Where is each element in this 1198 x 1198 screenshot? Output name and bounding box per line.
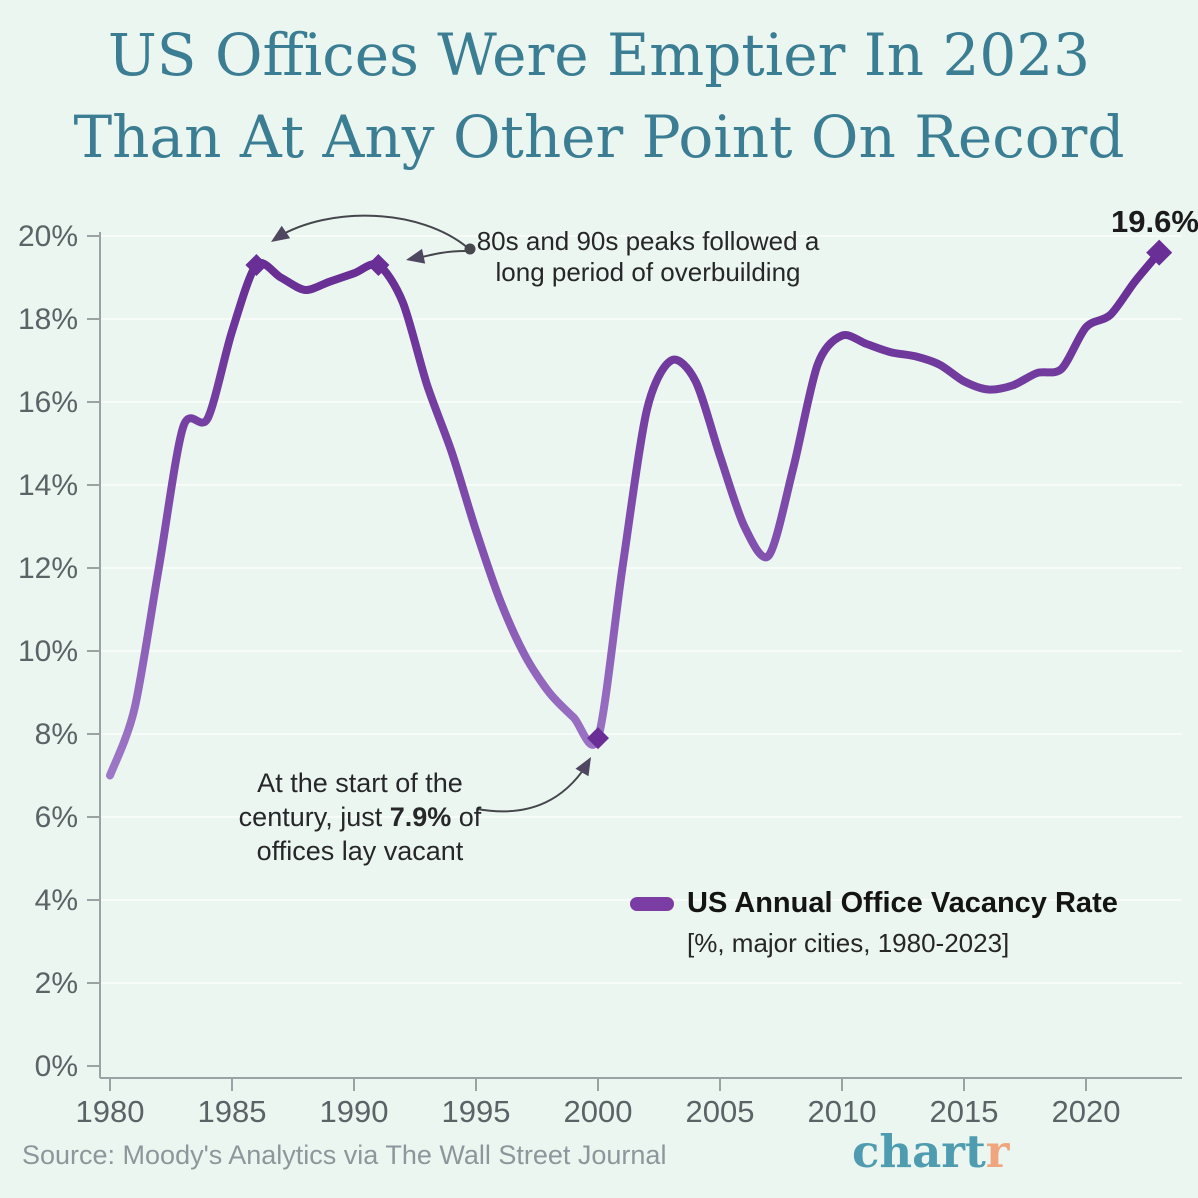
chart-title-line1: US Offices Were Emptier In 2023 xyxy=(107,21,1091,89)
y-tick-label: 18% xyxy=(18,303,78,336)
annotation-century-line3: offices lay vacant xyxy=(256,836,464,866)
x-tick-label: 2020 xyxy=(1052,1094,1121,1129)
legend-swatch xyxy=(630,897,674,911)
chartr-logo-main: chart xyxy=(852,1125,986,1178)
annotation-century-line2: century, just 7.9% of xyxy=(238,802,482,832)
x-tick-label: 1985 xyxy=(198,1094,267,1129)
y-tick-label: 2% xyxy=(35,967,78,1000)
source-credit: Source: Moody's Analytics via The Wall S… xyxy=(22,1140,667,1170)
arrowhead-1991 xyxy=(406,248,426,264)
y-tick-label: 14% xyxy=(18,469,78,502)
x-tick-label: 2000 xyxy=(564,1094,633,1129)
marker-2000 xyxy=(587,727,609,750)
arrowhead-2000 xyxy=(575,757,591,777)
chart-title: US Offices Were Emptier In 2023 Than At … xyxy=(0,14,1198,179)
y-tick-label: 6% xyxy=(35,801,78,834)
marker-2023 xyxy=(1146,239,1173,266)
y-tick-label: 12% xyxy=(18,552,78,585)
y-tick-label: 4% xyxy=(35,884,78,917)
annotation-century-line1: At the start of the xyxy=(257,768,463,798)
x-tick-label: 1990 xyxy=(320,1094,389,1129)
series-line xyxy=(106,248,1164,780)
x-tick-label: 2015 xyxy=(930,1094,999,1129)
gridlines xyxy=(100,235,1182,984)
y-tick-label: 16% xyxy=(18,386,78,419)
y-tick-label: 8% xyxy=(35,718,78,751)
x-tick-label: 1980 xyxy=(76,1094,145,1129)
end-value-label: 19.6% xyxy=(1111,204,1198,239)
axis-tick-labels: 0% 2% 4% 6% 8% 10% 12% 14% 16% 18% 20% 1980 1985 1990… xyxy=(18,220,1121,1129)
x-tick-label: 2010 xyxy=(808,1094,877,1129)
annotation-peaks: 80s and 90s peaks followed a long period… xyxy=(477,226,820,288)
annotation-peaks-line1: 80s and 90s peaks followed a xyxy=(476,226,820,256)
annotation-arrows xyxy=(271,214,591,813)
arrowhead-1986 xyxy=(271,225,291,242)
y-tick-label: 10% xyxy=(18,635,78,668)
arrow-to-1986-peak xyxy=(277,214,469,249)
y-tick-label: 20% xyxy=(18,220,78,253)
vacancy-rate-line xyxy=(106,248,1164,780)
data-point-markers xyxy=(245,239,1173,750)
annotation-century: At the start of the century, just 7.9% o… xyxy=(239,766,482,868)
x-tick-label: 1995 xyxy=(442,1094,511,1129)
marker-1991 xyxy=(367,254,390,277)
annotation-dot xyxy=(464,243,476,255)
axes xyxy=(87,232,1182,1091)
chartr-logo: chartr xyxy=(852,1126,1010,1178)
legend-sublabel: [%, major cities, 1980-2023] xyxy=(687,928,1010,958)
marker-1986 xyxy=(245,254,268,277)
chartr-logo-accent: r xyxy=(985,1125,1010,1178)
arrow-to-2000-trough xyxy=(476,765,587,813)
chart-title-line2: Than At Any Other Point On Record xyxy=(73,103,1125,172)
y-tick-label: 0% xyxy=(35,1050,78,1083)
legend-label: US Annual Office Vacancy Rate xyxy=(687,887,1118,919)
legend: US Annual Office Vacancy Rate [%, major … xyxy=(630,884,1118,960)
x-tick-label: 2005 xyxy=(686,1094,755,1129)
annotation-peaks-line2: long period of overbuilding xyxy=(495,257,801,287)
